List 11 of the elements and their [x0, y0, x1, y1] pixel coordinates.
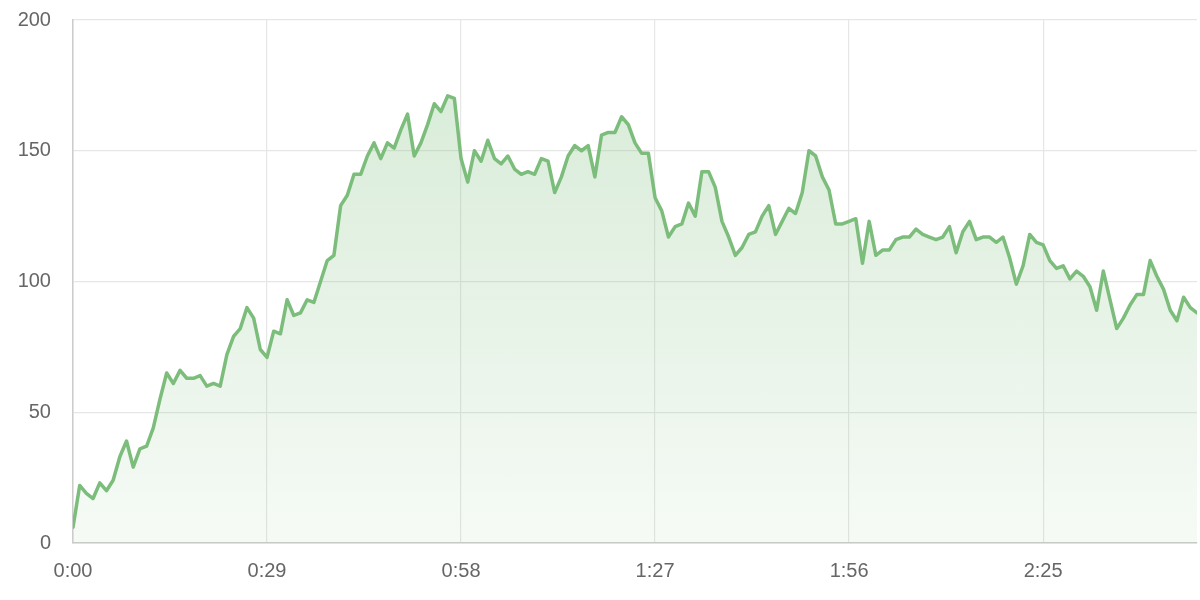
- x-tick-label: 0:29: [247, 558, 287, 581]
- x-tick-label: 1:56: [829, 558, 869, 581]
- y-tick-label: 200: [17, 7, 51, 30]
- x-tick-label: 0:00: [53, 558, 93, 581]
- x-tick-label: 0:58: [441, 558, 481, 581]
- y-tick-label: 100: [17, 269, 51, 292]
- y-tick-label: 50: [28, 399, 51, 422]
- x-tick-label: 1:27: [635, 558, 675, 581]
- y-tick-label: 150: [17, 138, 51, 161]
- x-tick-label: 2:25: [1023, 558, 1063, 581]
- y-tick-label: 0: [39, 530, 51, 553]
